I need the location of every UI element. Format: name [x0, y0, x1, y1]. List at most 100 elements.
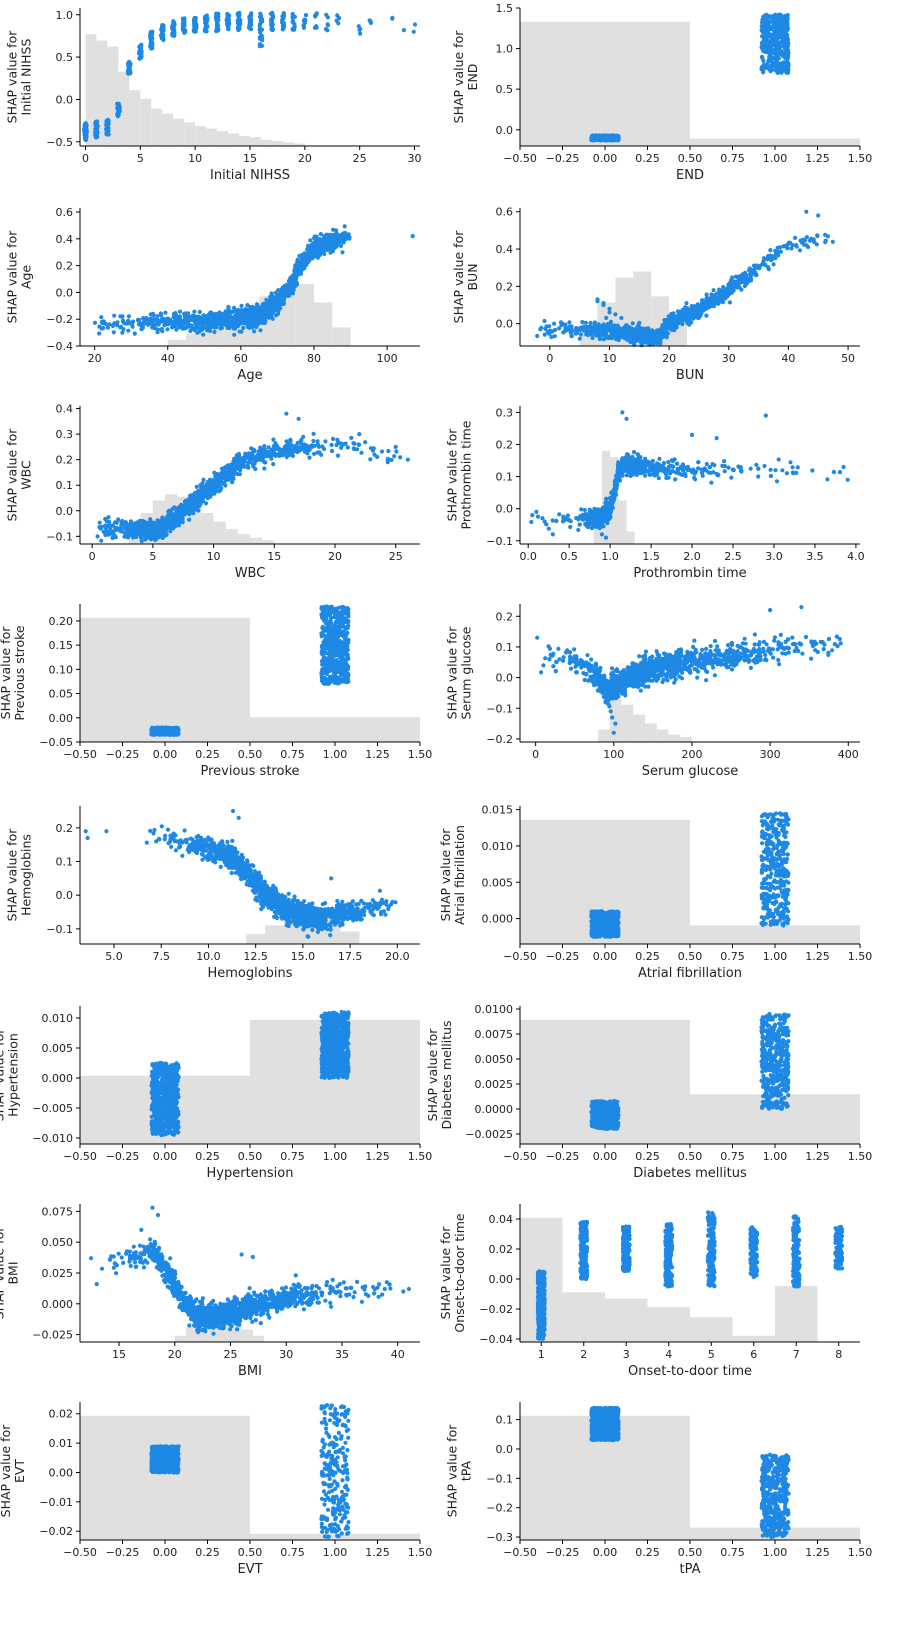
- histogram-bar: [314, 303, 332, 346]
- data-point: [139, 327, 143, 331]
- data-point: [550, 329, 554, 333]
- data-point: [726, 286, 730, 290]
- histogram-bar: [162, 114, 173, 146]
- data-point: [779, 250, 783, 254]
- data-point: [155, 314, 159, 318]
- data-point: [736, 284, 740, 288]
- data-point: [251, 315, 255, 319]
- data-point: [546, 330, 550, 334]
- data-point: [99, 539, 103, 543]
- y-tick-label: 0.2: [56, 260, 74, 273]
- data-point: [762, 37, 766, 41]
- data-point: [368, 19, 372, 23]
- data-point: [619, 316, 623, 320]
- data-point: [258, 24, 262, 28]
- data-point: [824, 239, 828, 243]
- data-point: [106, 126, 110, 130]
- histogram-bar: [129, 90, 140, 146]
- data-point: [780, 35, 784, 39]
- data-point: [178, 310, 182, 314]
- y-tick-label: 0.4: [496, 243, 514, 256]
- data-point: [282, 25, 286, 29]
- shap-points: [96, 412, 411, 544]
- data-point: [261, 313, 265, 317]
- data-point: [100, 320, 104, 324]
- y-axis-label-line: Initial NIHSS: [18, 39, 33, 116]
- x-tick-label: 10: [188, 152, 202, 165]
- data-point: [163, 311, 167, 315]
- data-point: [241, 320, 245, 324]
- data-point: [630, 339, 634, 343]
- data-point: [116, 112, 120, 116]
- data-point: [638, 332, 642, 336]
- data-point: [269, 20, 273, 24]
- data-point: [782, 244, 786, 248]
- data-point: [707, 297, 711, 301]
- data-point: [636, 327, 640, 331]
- data-point: [292, 284, 296, 288]
- y-tick-label: 0.0: [56, 93, 74, 106]
- data-point: [579, 332, 583, 336]
- data-point: [172, 315, 176, 319]
- data-point: [304, 13, 308, 17]
- data-point: [248, 20, 252, 24]
- data-point: [613, 312, 617, 316]
- data-point: [672, 314, 676, 318]
- data-point: [342, 240, 346, 244]
- data-point: [193, 25, 197, 29]
- data-point: [320, 247, 324, 251]
- data-point: [282, 292, 286, 296]
- data-point: [228, 314, 232, 318]
- data-point: [314, 248, 318, 252]
- data-point: [207, 312, 211, 316]
- data-point: [607, 310, 611, 314]
- data-point: [166, 317, 170, 321]
- x-axis-label: Age: [237, 368, 262, 383]
- data-point: [248, 308, 252, 312]
- x-tick-label: 25: [353, 152, 367, 165]
- data-point: [322, 252, 326, 256]
- data-point: [152, 326, 156, 330]
- y-axis-label: SHAP value forAge: [4, 230, 33, 324]
- data-point: [770, 25, 774, 29]
- data-point: [183, 317, 187, 321]
- data-point: [112, 330, 116, 334]
- data-point: [238, 23, 242, 27]
- data-point: [121, 327, 125, 331]
- y-tick-label: 0.0: [496, 124, 514, 137]
- data-point: [778, 41, 782, 45]
- y-tick-label: 0.5: [496, 83, 514, 96]
- data-point: [127, 61, 131, 65]
- data-point: [142, 322, 146, 326]
- data-point: [193, 320, 197, 324]
- data-point: [726, 294, 730, 298]
- data-point: [773, 40, 777, 44]
- data-point: [232, 306, 236, 310]
- data-point: [192, 29, 196, 33]
- histogram-bar: [690, 139, 860, 146]
- data-point: [580, 320, 584, 324]
- data-point: [220, 326, 224, 330]
- data-point: [363, 440, 367, 444]
- data-point: [150, 30, 154, 34]
- data-point: [542, 319, 546, 323]
- data-point: [600, 333, 604, 337]
- data-point: [95, 135, 99, 139]
- y-tick-label: −0.5: [46, 136, 73, 149]
- data-point: [739, 288, 743, 292]
- data-point: [777, 13, 781, 17]
- data-point: [271, 28, 275, 32]
- data-point: [246, 318, 250, 322]
- data-point: [316, 256, 320, 260]
- data-point: [343, 224, 347, 228]
- data-point: [160, 26, 164, 30]
- x-tick-label: 5: [137, 152, 144, 165]
- data-point: [254, 310, 258, 314]
- data-point: [605, 328, 609, 332]
- data-point: [259, 19, 263, 23]
- y-axis-label: SHAP value forInitial NIHSS: [4, 30, 33, 124]
- data-point: [326, 23, 330, 27]
- data-point: [331, 246, 335, 250]
- data-point: [188, 329, 192, 333]
